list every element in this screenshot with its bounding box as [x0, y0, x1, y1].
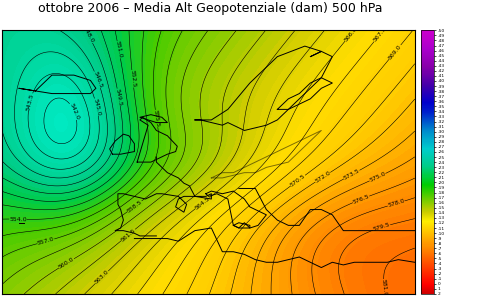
- Text: 554.0: 554.0: [9, 217, 27, 222]
- Text: 569.0: 569.0: [387, 43, 403, 60]
- Text: 561.5: 561.5: [120, 227, 137, 242]
- Text: 543.5: 543.5: [25, 92, 35, 111]
- Text: 555.5: 555.5: [153, 109, 160, 128]
- Text: 557.0: 557.0: [37, 237, 55, 246]
- Text: 570.5: 570.5: [289, 173, 306, 188]
- Text: 572.0: 572.0: [314, 170, 332, 184]
- Text: 578.0: 578.0: [387, 198, 406, 208]
- Text: 566.0: 566.0: [343, 26, 358, 42]
- Text: 581.0: 581.0: [381, 279, 388, 297]
- Text: 575.0: 575.0: [368, 171, 386, 183]
- Text: 579.5: 579.5: [372, 222, 391, 232]
- Text: 558.5: 558.5: [126, 199, 143, 214]
- Text: 545.0: 545.0: [92, 98, 101, 116]
- Text: 564.5: 564.5: [194, 196, 211, 211]
- Text: 549.5: 549.5: [115, 88, 123, 106]
- Text: 546.5: 546.5: [92, 71, 103, 89]
- Text: 573.5: 573.5: [343, 168, 361, 181]
- Text: 548.0: 548.0: [81, 26, 95, 44]
- Text: 552.5: 552.5: [129, 70, 136, 88]
- Text: 567.5: 567.5: [372, 26, 387, 43]
- Text: 542.0: 542.0: [68, 102, 80, 121]
- Text: 560.0: 560.0: [58, 257, 75, 270]
- Text: 576.5: 576.5: [352, 194, 370, 205]
- Text: 551.0: 551.0: [115, 41, 123, 59]
- Text: ottobre 2006 – Media Alt Geopotenziale (dam) 500 hPa: ottobre 2006 – Media Alt Geopotenziale (…: [38, 2, 382, 15]
- Text: 563.0: 563.0: [94, 269, 110, 285]
